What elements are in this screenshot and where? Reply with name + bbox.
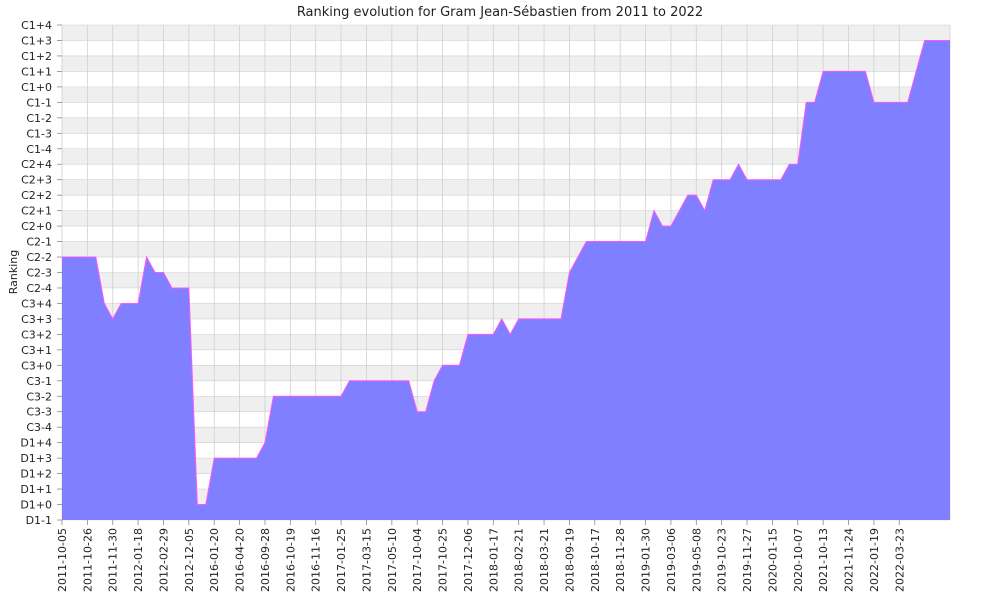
x-tick-label: 2011-10-26 <box>81 528 94 592</box>
x-tick-label: 2016-11-16 <box>310 528 323 592</box>
x-tick-label: 2012-01-18 <box>132 528 145 592</box>
x-tick-label: 2022-01-19 <box>868 528 881 592</box>
y-tick-label: C2-1 <box>26 236 52 249</box>
y-tick-label: C3-3 <box>26 406 52 419</box>
x-tick-label: 2016-10-19 <box>284 528 297 592</box>
y-tick-label: C3-4 <box>26 421 52 434</box>
x-tick-label: 2018-10-17 <box>589 528 602 592</box>
y-tick-label: C2-3 <box>26 267 52 280</box>
x-tick-label: 2012-12-05 <box>183 528 196 592</box>
band-C1+0 <box>62 71 950 87</box>
y-axis-title: Ranking <box>7 250 20 295</box>
x-tick-label: 2019-05-08 <box>690 528 703 592</box>
x-tick-label: 2018-09-19 <box>563 528 576 592</box>
x-tick-label: 2018-01-17 <box>487 528 500 592</box>
band-C1-3 <box>62 117 950 134</box>
band-C1+1 <box>62 55 950 72</box>
y-tick-label: C1+0 <box>21 81 52 94</box>
x-tick-label: 2021-10-13 <box>817 528 830 592</box>
y-tick-label: C1+1 <box>21 65 52 78</box>
band-C1-2 <box>62 102 950 118</box>
y-tick-label: C3+3 <box>21 313 52 326</box>
band-C1+3 <box>62 25 950 41</box>
y-tick-label: D1-1 <box>26 514 52 527</box>
y-tick-label: C1-3 <box>26 127 52 140</box>
y-tick-label: D1+2 <box>20 468 52 481</box>
y-tick-labels: D1-1 D1+0 D1+1 D1+2 D1+3 D1+4 C3-4 C3-3 C3-2 C3-1… <box>20 19 62 527</box>
y-tick-label: C1-4 <box>26 143 52 156</box>
y-tick-label: C3+0 <box>21 359 52 372</box>
y-tick-label: D1+4 <box>20 437 52 450</box>
band-C2+4 <box>62 148 950 165</box>
x-tick-label: 2017-03-15 <box>360 528 373 592</box>
band-C1-1 <box>62 86 950 103</box>
y-tick-label: C2+1 <box>21 205 52 218</box>
x-tick-label: 2016-04-20 <box>234 528 247 592</box>
y-tick-label: C1+2 <box>21 50 52 63</box>
x-tick-label: 2020-01-15 <box>766 528 779 592</box>
x-tick-label: 2021-11-24 <box>843 528 856 592</box>
x-tick-label: 2011-11-30 <box>107 528 120 592</box>
x-tick-label: 2018-03-21 <box>538 528 551 592</box>
x-tick-label: 2018-02-21 <box>513 528 526 592</box>
x-tick-labels: 2011-10-05 2011-10-26 2011-11-30 2012-01-18… <box>56 520 906 592</box>
y-tick-label: C2+2 <box>21 189 52 202</box>
y-tick-label: C2+4 <box>21 158 52 171</box>
chart-title: Ranking evolution for Gram Jean-Sébastie… <box>297 5 703 20</box>
y-tick-label: C1+4 <box>21 19 52 32</box>
ranking-line <box>62 39 950 506</box>
y-tick-label: C2+3 <box>21 174 52 187</box>
y-tick-label: C3-1 <box>26 375 52 388</box>
x-tick-label: 2019-01-30 <box>640 528 653 592</box>
band-C1+2 <box>62 40 950 56</box>
x-tick-label: 2016-01-20 <box>208 528 221 592</box>
y-tick-label: C2-2 <box>26 251 52 264</box>
ranking-area <box>62 40 950 520</box>
y-tick-label: C1-2 <box>26 112 52 125</box>
y-tick-label: C3+2 <box>21 328 52 341</box>
y-tick-label: D1+1 <box>20 483 52 496</box>
x-tick-label: 2019-03-06 <box>665 528 678 592</box>
y-tick-label: C1-1 <box>26 96 52 109</box>
x-tick-label: 2016-09-28 <box>259 528 272 592</box>
y-tick-label: C2+0 <box>21 220 52 233</box>
band-C1-4 <box>62 133 950 149</box>
y-tick-label: D1+0 <box>20 499 52 512</box>
x-tick-label: 2017-10-25 <box>437 528 450 592</box>
y-tick-label: C3+4 <box>21 297 52 310</box>
x-tick-label: 2011-10-05 <box>56 528 69 592</box>
x-tick-label: 2022-03-23 <box>893 528 906 592</box>
x-tick-label: 2017-12-06 <box>462 528 475 592</box>
y-tick-label: C2-4 <box>26 282 52 295</box>
x-tick-label: 2019-11-27 <box>741 528 754 592</box>
y-tick-label: C1+3 <box>21 34 52 47</box>
x-tick-label: 2019-10-23 <box>716 528 729 592</box>
x-tick-label: 2017-05-10 <box>386 528 399 592</box>
y-tick-label: C3+1 <box>21 344 52 357</box>
band-C2+3 <box>62 164 950 180</box>
x-tick-label: 2012-02-29 <box>157 528 170 592</box>
x-tick-label: 2017-10-04 <box>411 528 424 592</box>
x-tick-label: 2020-10-07 <box>792 528 805 592</box>
y-tick-label: D1+3 <box>20 452 52 465</box>
y-tick-label: C3-2 <box>26 390 52 403</box>
x-tick-label: 2018-11-28 <box>614 528 627 592</box>
x-tick-label: 2017-01-25 <box>335 528 348 592</box>
